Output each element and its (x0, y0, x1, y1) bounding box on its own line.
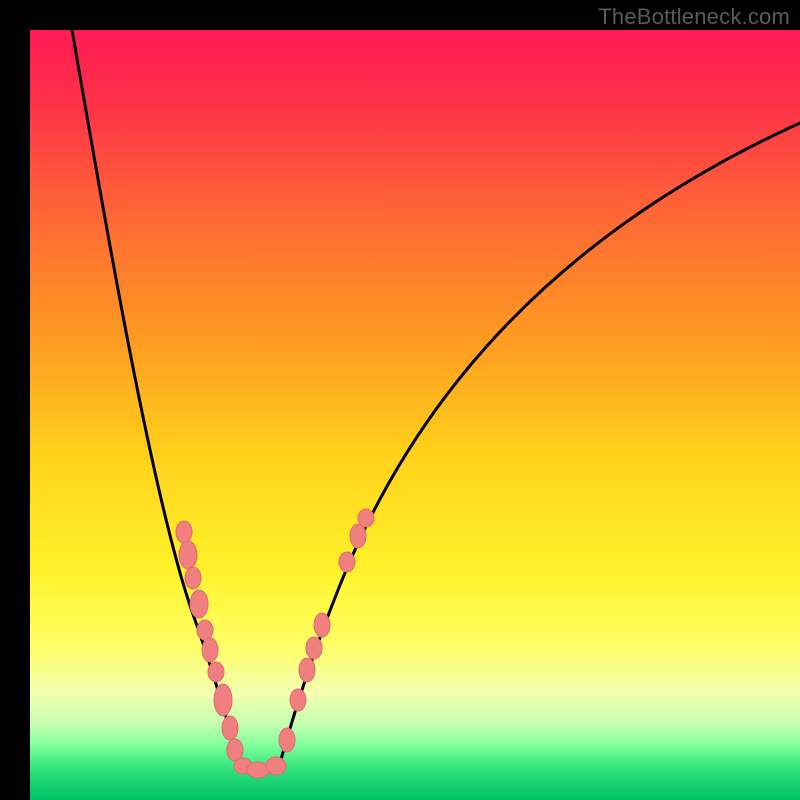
data-marker (314, 613, 330, 637)
watermark-text: TheBottleneck.com (598, 4, 790, 30)
data-marker (197, 620, 213, 640)
data-marker (350, 524, 366, 548)
data-marker (306, 637, 322, 659)
data-marker (339, 552, 355, 572)
data-marker (185, 567, 201, 589)
chart-svg (0, 0, 800, 800)
data-marker (176, 521, 192, 543)
data-marker (266, 757, 286, 775)
data-marker (208, 662, 224, 682)
data-marker (214, 684, 232, 716)
data-marker (227, 739, 243, 761)
data-markers (176, 509, 374, 778)
data-marker (222, 716, 238, 740)
bottleneck-curve (260, 123, 800, 770)
data-marker (290, 689, 306, 711)
bottleneck-curve (72, 30, 260, 770)
data-marker (279, 728, 295, 752)
data-marker (358, 509, 374, 527)
data-marker (190, 590, 208, 618)
data-marker (202, 638, 218, 662)
data-marker (179, 541, 197, 569)
data-marker (299, 658, 315, 682)
chart-container: TheBottleneck.com (0, 0, 800, 800)
bottleneck-curves (72, 30, 800, 770)
